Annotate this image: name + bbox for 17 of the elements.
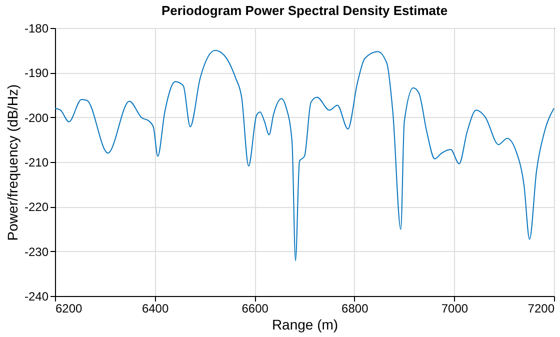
y-tick-label: -180 — [24, 22, 49, 36]
line-series — [54, 50, 554, 262]
y-tick-label: -200 — [24, 110, 49, 125]
x-tick-label: 7000 — [441, 302, 468, 316]
y-tick-label: -190 — [24, 66, 49, 80]
x-tick-label: 6200 — [56, 302, 83, 316]
y-axis-title: Power/frequency (dB/Hz) — [4, 84, 20, 241]
y-tick-label: -220 — [24, 200, 49, 214]
chart-title: Periodogram Power Spectral Density Estimate — [161, 3, 448, 18]
y-tick-label: -230 — [24, 244, 49, 259]
y-tick-label: -210 — [24, 156, 49, 170]
x-tick-label: 6600 — [242, 302, 269, 316]
x-tick-label: 6800 — [342, 302, 369, 316]
y-tick-label: -240 — [24, 290, 49, 304]
x-tick-label: 6400 — [142, 302, 169, 316]
x-axis-title: Range (m) — [272, 316, 338, 332]
x-tick-label: 7200 — [528, 302, 555, 316]
